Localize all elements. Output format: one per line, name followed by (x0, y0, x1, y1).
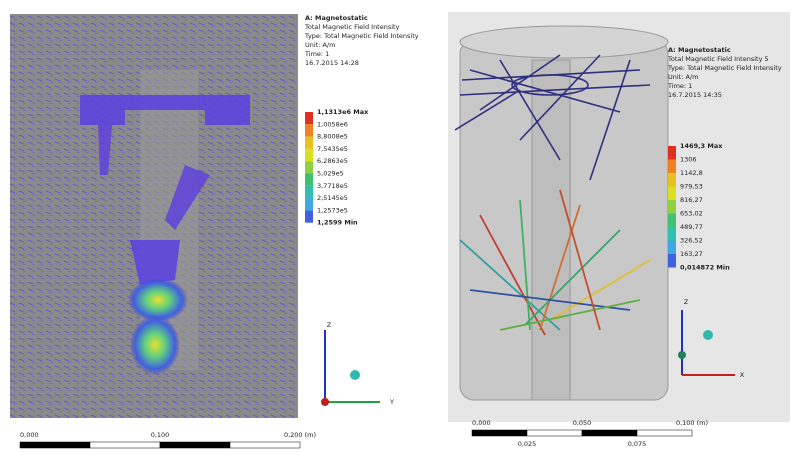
color-band (668, 173, 676, 187)
color-band (305, 112, 313, 124)
scale-segment (20, 442, 90, 448)
color-band (668, 200, 676, 214)
color-label: 1469,3 Max (680, 142, 723, 150)
color-band (305, 174, 313, 186)
color-label: 326,52 (680, 237, 703, 245)
scale-segment (230, 442, 300, 448)
legend-title: A: Magnetostatic (668, 46, 731, 54)
scale-label: 0,100 (151, 431, 170, 439)
legend-info: Time: 1 (667, 82, 692, 90)
legend-info: Time: 1 (304, 50, 329, 58)
color-band (668, 227, 676, 241)
scale-label: 0,050 (573, 419, 592, 427)
color-label: 816,27 (680, 196, 703, 204)
legend-info: Total Magnetic Field Intensity 5 (667, 55, 769, 63)
color-label: 5,029e5 (317, 170, 344, 178)
legend-info: Type: Total Magnetic Field Intensity (667, 64, 782, 72)
color-label: 1306 (680, 156, 697, 164)
legend-info: Total Magnetic Field Intensity (304, 23, 400, 31)
color-band (668, 160, 676, 174)
scale-segment (90, 442, 160, 448)
color-label: 1,1313e6 Max (317, 108, 369, 116)
scale-segment (472, 430, 527, 436)
left-view (10, 14, 380, 418)
color-band (668, 214, 676, 228)
legend-title: A: Magnetostatic (305, 14, 368, 22)
triad-label: X (740, 371, 745, 379)
scale-label: 0,000 (20, 431, 39, 439)
legend-info: Unit: A/m (668, 73, 698, 81)
color-band (305, 137, 313, 149)
legend-info: Type: Total Magnetic Field Intensity (304, 32, 419, 40)
color-label: 1,0058e6 (317, 120, 348, 128)
screenshot: A: MagnetostaticTotal Magnetic Field Int… (0, 0, 802, 462)
legend-info: 16.7.2015 14:35 (668, 91, 722, 99)
scale-label: 0,000 (472, 419, 491, 427)
scale-label: 0,075 (628, 440, 647, 448)
color-band (668, 146, 676, 160)
scale-segment (527, 430, 582, 436)
color-label: 163,27 (680, 250, 703, 258)
color-band (305, 149, 313, 161)
color-label: 2,5145e5 (317, 194, 348, 202)
color-label: 979,53 (680, 183, 703, 191)
color-band (305, 186, 313, 198)
legend-info: 16.7.2015 14:28 (305, 59, 359, 67)
right-view (448, 12, 790, 422)
triad-label: Z (327, 321, 332, 329)
color-band (305, 198, 313, 210)
scale-segment (582, 430, 637, 436)
color-band (305, 124, 313, 136)
color-label: 6,2863e5 (317, 157, 348, 165)
legend-info: Unit: A/m (305, 41, 335, 49)
scale-label: 0,025 (518, 440, 537, 448)
scale-segment (637, 430, 692, 436)
color-band (668, 241, 676, 255)
color-band (305, 161, 313, 173)
scale-segment (160, 442, 230, 448)
color-label: 1,2599 Min (317, 219, 358, 227)
color-band (668, 187, 676, 201)
color-label: 7,5435e5 (317, 145, 348, 153)
triad-label: Z (684, 298, 689, 306)
color-label: 1142,8 (680, 169, 703, 177)
triad-label: Y (389, 398, 394, 406)
color-label: 489,77 (680, 223, 703, 231)
color-label: 653,02 (680, 210, 703, 218)
scale-label: 0,100 (m) (676, 419, 708, 427)
scale-label: 0,200 (m) (284, 431, 316, 439)
color-label: 3,7718e5 (317, 182, 348, 190)
color-label: 0,014872 Min (680, 264, 730, 272)
color-label: 1,2573e5 (317, 206, 348, 214)
color-label: 8,8008e5 (317, 133, 348, 141)
color-band (305, 210, 313, 222)
color-band (668, 254, 676, 268)
